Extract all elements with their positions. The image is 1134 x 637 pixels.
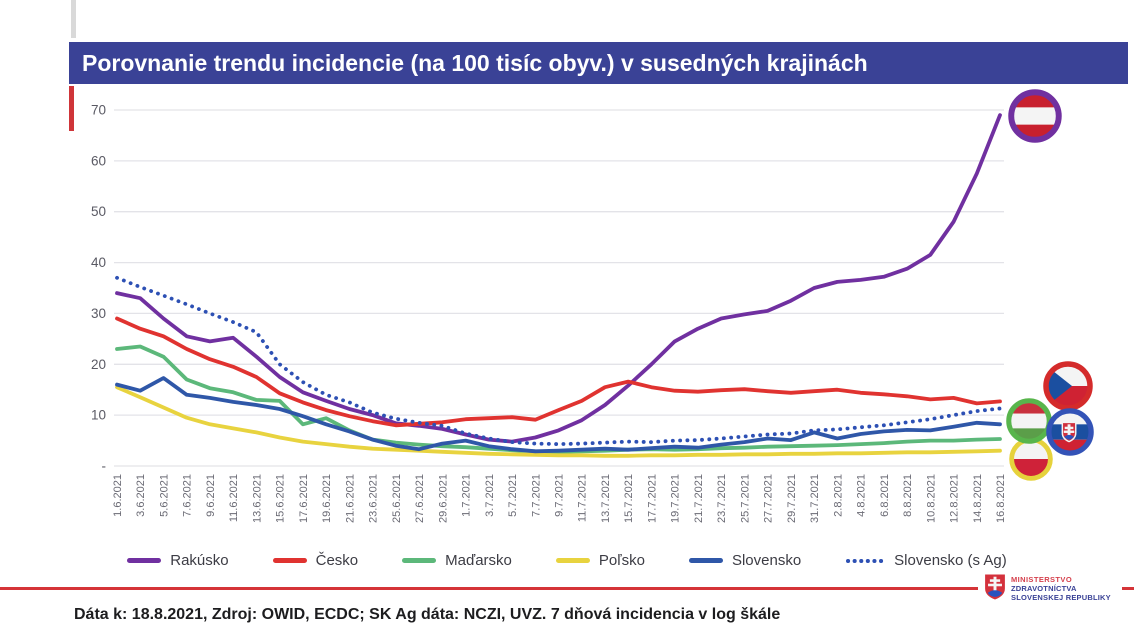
y-tick-label: 10 xyxy=(91,408,106,423)
x-tick-label: 8.8.2021 xyxy=(902,474,914,517)
flag-poland-icon xyxy=(1009,437,1053,481)
series-line xyxy=(115,275,1002,447)
legend-item: Maďarsko xyxy=(402,552,512,569)
x-tick-label: 3.7.2021 xyxy=(484,474,496,517)
y-tick-label: 70 xyxy=(91,103,106,118)
page-title: Porovnanie trendu incidencie (na 100 tis… xyxy=(69,42,1128,84)
x-tick-label: 25.7.2021 xyxy=(739,474,751,523)
ministry-line3: SLOVENSKEJ REPUBLIKY xyxy=(1011,592,1111,602)
x-tick-label: 19.6.2021 xyxy=(321,474,333,523)
series-line xyxy=(115,376,1002,454)
x-tick-label: 25.6.2021 xyxy=(391,474,403,523)
x-tick-label: 15.7.2021 xyxy=(623,474,635,523)
series-line xyxy=(115,385,1002,458)
legend-label: Česko xyxy=(315,552,359,569)
x-tick-label: 14.8.2021 xyxy=(972,474,984,523)
y-tick-label: 30 xyxy=(91,306,106,321)
ministry-logo: MINISTERSTVO ZDRAVOTNÍCTVA SLOVENSKEJ RE… xyxy=(978,570,1122,604)
x-tick-label: 11.7.2021 xyxy=(577,474,589,522)
x-tick-label: 4.8.2021 xyxy=(856,474,868,517)
series-line xyxy=(115,344,1002,454)
legend-label: Rakúsko xyxy=(170,552,229,569)
x-tick-label: 1.7.2021 xyxy=(461,474,473,517)
x-tick-label: 16.8.2021 xyxy=(995,474,1007,523)
x-tick-label: 23.7.2021 xyxy=(716,474,728,523)
x-tick-label: 21.7.2021 xyxy=(693,474,705,523)
legend-swatch-dotted xyxy=(846,558,886,563)
legend-item: Slovensko xyxy=(688,552,802,569)
slovak-coat-of-arms-icon xyxy=(984,573,1006,601)
x-tick-label: 7.6.2021 xyxy=(182,474,194,517)
x-tick-label: 3.6.2021 xyxy=(135,474,147,517)
legend-label: Slovensko xyxy=(731,552,802,569)
legend-swatch xyxy=(688,558,723,563)
legend-item: Česko xyxy=(272,552,359,569)
x-tick-label: 9.7.2021 xyxy=(554,474,566,517)
red-accent-bar xyxy=(69,86,74,131)
x-tick-label: 31.7.2021 xyxy=(809,474,821,523)
x-tick-label: 10.8.2021 xyxy=(925,474,937,523)
y-tick-label: 60 xyxy=(91,153,106,168)
x-tick-label: 17.6.2021 xyxy=(298,474,310,523)
x-tick-label: 5.6.2021 xyxy=(159,474,171,517)
x-tick-label: 15.6.2021 xyxy=(275,474,287,523)
legend-item: Rakúsko xyxy=(127,552,229,569)
ministry-text: MINISTERSTVO ZDRAVOTNÍCTVA SLOVENSKEJ RE… xyxy=(1011,573,1111,602)
x-tick-label: 19.7.2021 xyxy=(670,474,682,523)
incidence-chart: 70 60 50 40 30 20 10 -1.6.2021 3.6.2021 5.6.2021 7… xyxy=(91,103,1007,523)
ministry-line2: ZDRAVOTNÍCTVA xyxy=(1011,583,1077,593)
x-tick-label: 2.8.2021 xyxy=(832,474,844,517)
x-tick-label: 7.7.2021 xyxy=(530,474,542,517)
x-tick-label: 13.7.2021 xyxy=(600,474,612,523)
red-divider-line xyxy=(0,587,1134,590)
y-tick-label: 20 xyxy=(91,357,106,372)
legend-swatch xyxy=(127,558,162,563)
x-tick-label: 5.7.2021 xyxy=(507,474,519,517)
series-line xyxy=(115,316,1002,428)
legend-swatch xyxy=(272,558,307,563)
y-tick-label: 50 xyxy=(91,204,106,219)
flag-austria-icon xyxy=(1008,89,1062,143)
x-tick-label: 29.7.2021 xyxy=(786,474,798,523)
series-line xyxy=(115,113,1002,444)
x-tick-label: 9.6.2021 xyxy=(205,474,217,517)
x-tick-label: 1.6.2021 xyxy=(112,474,124,517)
y-baseline-label: - xyxy=(102,459,107,474)
x-tick-label: 13.6.2021 xyxy=(251,474,263,523)
x-tick-label: 27.7.2021 xyxy=(763,474,775,523)
x-tick-label: 21.6.2021 xyxy=(344,474,356,523)
legend-swatch xyxy=(402,558,437,563)
legend-label: Slovensko (s Ag) xyxy=(894,552,1007,569)
legend-item: Slovensko (s Ag) xyxy=(845,552,1007,569)
legend-label: Poľsko xyxy=(598,552,645,569)
x-tick-label: 23.6.2021 xyxy=(368,474,380,523)
flag-slovakia-icon xyxy=(1046,408,1094,456)
flag-czechia-icon xyxy=(1043,361,1093,411)
chart-legend: Rakúsko Česko Maďarsko Poľsko Slovensko Slove… xyxy=(0,552,1134,569)
ministry-line1: MINISTERSTVO xyxy=(1011,574,1073,584)
x-tick-label: 27.6.2021 xyxy=(414,474,426,523)
y-tick-label: 40 xyxy=(91,255,106,270)
x-tick-label: 17.7.2021 xyxy=(646,474,658,523)
x-tick-label: 11.6.2021 xyxy=(228,474,240,522)
legend-swatch xyxy=(555,558,590,563)
x-tick-label: 12.8.2021 xyxy=(949,474,961,523)
x-tick-label: 29.6.2021 xyxy=(437,474,449,523)
data-source-caption: Dáta k: 18.8.2021, Zdroj: OWID, ECDC; SK… xyxy=(74,606,781,623)
legend-item: Poľsko xyxy=(555,552,645,569)
legend-label: Maďarsko xyxy=(445,552,512,569)
x-tick-label: 6.8.2021 xyxy=(879,474,891,517)
top-gray-bar xyxy=(71,0,76,38)
